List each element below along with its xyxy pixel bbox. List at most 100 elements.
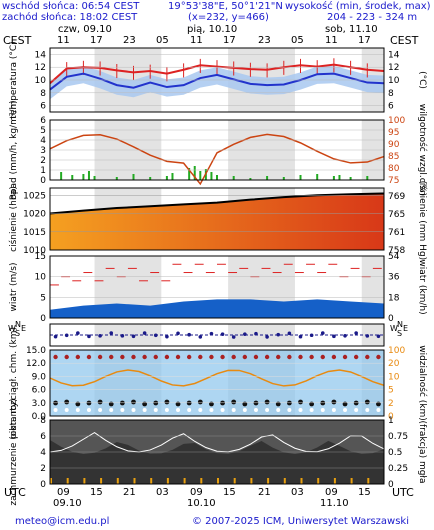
tick-label-right: 75 bbox=[388, 176, 399, 186]
direction-label: W bbox=[390, 324, 398, 333]
pressure-line bbox=[49, 192, 385, 215]
grid-point-text: (x=232, y=466) bbox=[188, 12, 269, 23]
precip-panel-border bbox=[49, 119, 385, 181]
cloud-low-dot bbox=[242, 408, 247, 412]
tick-label-right: 769 bbox=[388, 192, 405, 202]
date-bottom-2: 10.10 bbox=[187, 498, 216, 509]
tick-label-left: 6 bbox=[40, 102, 46, 112]
fog-bar bbox=[133, 478, 136, 484]
precip-bar bbox=[82, 174, 85, 180]
tick-label-left: 6 bbox=[40, 432, 46, 442]
wind-direction-dot bbox=[231, 335, 236, 339]
tick-label-right: 100 bbox=[388, 116, 405, 126]
hour-bottom: 09 bbox=[325, 487, 338, 498]
hour-bottom: 03 bbox=[291, 487, 304, 498]
cloud-low-dot bbox=[75, 408, 80, 412]
elevation-values: 204 - 223 - 324 m bbox=[327, 12, 418, 23]
tick-label-right: 6 bbox=[388, 102, 394, 112]
cloud-low-dot bbox=[265, 408, 270, 412]
fog-bar bbox=[317, 478, 320, 484]
cloud-low-dot bbox=[331, 408, 336, 412]
cloud-left-axis-title: zachmurzenie (oktanty) bbox=[9, 398, 19, 505]
wind-direction-dot bbox=[165, 334, 169, 339]
cloud-low-dot bbox=[120, 408, 125, 412]
cloud-low-dot bbox=[231, 408, 236, 412]
fog-bar bbox=[150, 478, 153, 484]
tick-label-right: 765 bbox=[388, 210, 405, 220]
precip-bar bbox=[299, 175, 302, 180]
day-label-3: sob, 11.10 bbox=[325, 24, 378, 35]
cloud-low-dot bbox=[376, 408, 381, 412]
cloud-low-dot bbox=[164, 408, 169, 412]
cloud-top-dot bbox=[331, 354, 337, 360]
tick-label-left: 0.0 bbox=[32, 412, 47, 422]
cloud-top-dot bbox=[365, 354, 370, 360]
wind-direction-dot bbox=[287, 331, 292, 336]
cloud-top-dot bbox=[120, 354, 125, 360]
tick-label-left: 0 bbox=[40, 314, 46, 324]
cloud-base-dot bbox=[175, 401, 181, 407]
tick-label-left: 15.0 bbox=[26, 346, 46, 356]
wind-direction-dot bbox=[320, 331, 325, 335]
cloud-top-dot bbox=[298, 354, 303, 360]
precip-bar bbox=[199, 171, 202, 180]
cloud-low-dot bbox=[287, 408, 292, 412]
tick-label-left: 3.0 bbox=[32, 399, 47, 409]
precip-bar bbox=[132, 174, 135, 180]
tick-label-left: 0 bbox=[40, 480, 46, 490]
tick-label-left: 14 bbox=[35, 50, 47, 60]
cloud-base-dot bbox=[242, 401, 248, 407]
hour-bottom: 15 bbox=[358, 487, 371, 498]
hour-top: 11 bbox=[325, 35, 338, 46]
tick-label-left: 2 bbox=[40, 464, 46, 474]
cloud-top-dot bbox=[86, 354, 92, 360]
contact-email[interactable]: meteo@icm.edu.pl bbox=[15, 516, 110, 527]
visibility-area bbox=[50, 350, 384, 416]
tick-label-left: 6 bbox=[40, 116, 46, 126]
tick-label-right: 2 bbox=[388, 399, 394, 409]
cloud-base-dot bbox=[376, 401, 381, 407]
tick-label-left: 12.0 bbox=[26, 359, 46, 369]
cloud-low-dot bbox=[253, 408, 258, 412]
timezone-right: CEST bbox=[390, 34, 419, 47]
wind-direction-dot bbox=[120, 334, 125, 338]
copyright-text: © 2007-2025 ICM, Uniwersytet Warszawski bbox=[192, 516, 409, 527]
fog-bar bbox=[233, 478, 236, 484]
tick-label-right: 12 bbox=[388, 63, 399, 73]
cloud-base-dot bbox=[209, 401, 214, 407]
cloud-low-dot bbox=[176, 408, 181, 412]
cloud-low-dot bbox=[343, 408, 348, 412]
cloud-base-dot bbox=[131, 399, 136, 405]
fog-bar bbox=[283, 478, 286, 484]
wind-direction-dot bbox=[343, 333, 347, 338]
wind-direction-dot bbox=[64, 333, 69, 338]
cloud-base-dot bbox=[108, 401, 114, 407]
tick-label-left: 1025 bbox=[23, 191, 46, 201]
tick-label-right: 761 bbox=[388, 228, 405, 238]
direction-label: W bbox=[8, 324, 16, 333]
elevation-label: wysokość (min, środek, max) bbox=[285, 1, 431, 12]
precip-bar bbox=[366, 176, 369, 180]
wind-direction-dot bbox=[309, 333, 314, 338]
wind-direction-dot bbox=[365, 334, 370, 338]
tick-label-right: 0.5 bbox=[388, 448, 402, 458]
hour-bottom: 21 bbox=[258, 487, 271, 498]
tick-label-left: 1015 bbox=[23, 228, 46, 238]
timezone-left: CEST bbox=[3, 34, 32, 47]
cloud-base-dot bbox=[97, 399, 103, 405]
wind-right-axis-title: wiatr (km/h) bbox=[417, 259, 427, 314]
precip-bar bbox=[282, 177, 285, 180]
wind-direction-dot bbox=[87, 334, 91, 339]
cloud-top-dot bbox=[75, 354, 81, 360]
cloud-low-dot bbox=[109, 408, 114, 412]
pressure-left-axis-title: ciśnienie (hPa) bbox=[8, 186, 19, 252]
fog-bar bbox=[200, 478, 203, 484]
wind-direction-dot bbox=[209, 331, 214, 336]
precip-bar bbox=[171, 173, 174, 180]
tick-label-left: 10 bbox=[35, 273, 47, 283]
cloud-top-dot bbox=[242, 354, 248, 360]
precip-bar bbox=[210, 172, 213, 180]
tick-label-left: 1 bbox=[40, 166, 46, 176]
wind-direction-dot bbox=[332, 334, 336, 339]
